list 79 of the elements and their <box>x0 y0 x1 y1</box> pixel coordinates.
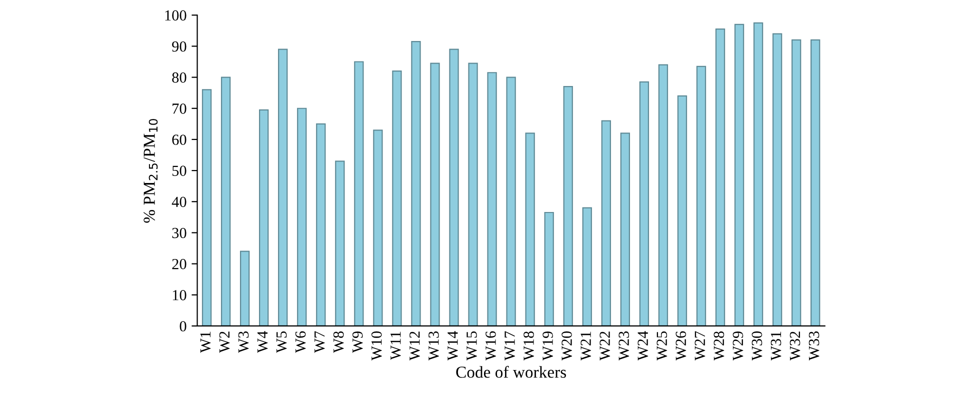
bar <box>449 48 459 326</box>
y-tick-label: 50 <box>172 166 186 176</box>
bar <box>620 132 630 326</box>
bar <box>791 39 802 326</box>
x-tick-label: W10 <box>371 331 382 361</box>
bar <box>715 28 726 326</box>
x-tick-label: W31 <box>770 332 782 361</box>
bar <box>278 48 288 326</box>
x-tick-label: W3 <box>238 331 249 353</box>
x-tick-label: W11 <box>390 332 401 360</box>
bar <box>258 109 269 326</box>
y-axis-title: % PM$_{2.5}$/PM$_{10}$ <box>144 119 158 223</box>
bar <box>734 24 744 326</box>
y-tick-label: 90 <box>172 41 186 52</box>
y-tick-label: 40 <box>172 196 186 208</box>
x-tick-label: W13 <box>428 331 439 361</box>
y-tick-label: 70 <box>172 104 186 114</box>
bar <box>544 212 554 326</box>
bar <box>202 89 212 326</box>
x-tick-label: W18 <box>524 331 534 361</box>
x-tick-label: W17 <box>504 331 515 361</box>
y-tick-label: 100 <box>165 10 186 21</box>
x-tick-label: W29 <box>732 331 744 361</box>
x-tick-label: W24 <box>638 331 648 361</box>
bar <box>601 120 611 326</box>
x-tick-label: W7 <box>314 331 325 353</box>
y-tick-label: 80 <box>172 72 186 83</box>
x-tick-label: W26 <box>676 331 686 361</box>
x-tick-label: W4 <box>257 331 268 353</box>
x-tick-label: W32 <box>790 332 800 361</box>
x-tick-label: W6 <box>295 331 306 353</box>
x-tick-label: W8 <box>333 331 344 353</box>
bar <box>240 250 250 326</box>
y-tick-label: 30 <box>172 228 186 238</box>
x-tick-label: W30 <box>752 331 762 361</box>
y-tick-label: 0 <box>180 321 186 332</box>
x-tick-label: W19 <box>542 331 553 361</box>
bar <box>487 72 497 326</box>
x-tick-label: W16 <box>486 331 496 361</box>
x-tick-label: W33 <box>808 331 820 361</box>
bar <box>373 130 383 326</box>
bar <box>696 66 706 326</box>
x-tick-label: W22 <box>600 332 610 361</box>
x-tick-label: W27 <box>694 331 706 361</box>
y-tick-label: 20 <box>172 258 186 270</box>
bar <box>411 40 421 326</box>
bar <box>335 160 345 326</box>
y-tick-label: 60 <box>172 134 186 145</box>
bar <box>639 81 650 326</box>
x-tick-label: W14 <box>448 331 458 361</box>
x-tick-label: W1 <box>200 332 211 353</box>
bar <box>316 123 326 326</box>
bar <box>506 76 516 326</box>
x-tick-label: W25 <box>656 331 668 361</box>
x-tick-label: W15 <box>466 331 477 361</box>
x-tick-label: W5 <box>276 331 287 353</box>
bar <box>468 62 478 326</box>
x-tick-label: W12 <box>410 332 420 361</box>
bar <box>430 62 440 326</box>
x-axis-title: Code of workers <box>456 366 566 378</box>
bar <box>753 22 764 326</box>
bar <box>354 61 364 326</box>
x-tick-label: W23 <box>618 331 630 361</box>
bar <box>563 86 573 326</box>
x-tick-label: W9 <box>352 331 363 353</box>
bar <box>677 95 688 326</box>
x-tick-label: W21 <box>580 332 592 361</box>
bar <box>297 108 307 326</box>
y-tick-label: 10 <box>172 290 186 300</box>
bar <box>810 39 820 326</box>
bar <box>582 207 592 326</box>
x-tick-label: W20 <box>562 331 572 361</box>
bar <box>525 132 535 326</box>
bar <box>220 76 231 326</box>
x-tick-label: W28 <box>714 331 724 361</box>
x-tick-label: W2 <box>219 332 230 353</box>
bar <box>772 33 782 326</box>
bar <box>392 70 402 326</box>
bar <box>658 64 668 326</box>
